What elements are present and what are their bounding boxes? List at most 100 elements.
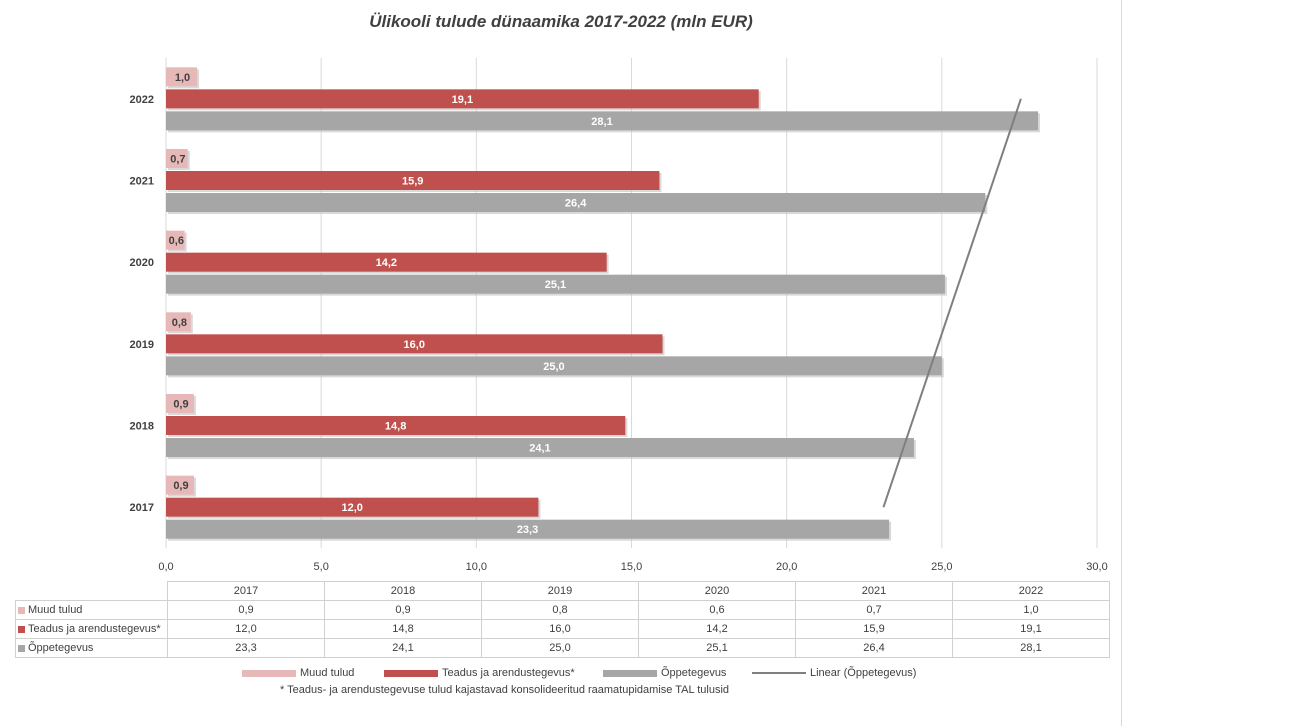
category-label: 2020 [130, 257, 154, 269]
table-cell: 14,8 [324, 619, 482, 639]
data-label-oppe: 26,4 [565, 198, 587, 210]
data-label-oppe: 23,3 [517, 524, 538, 536]
bar-muud [166, 67, 198, 87]
data-label-oppe: 25,0 [543, 361, 564, 373]
bar-oppe [166, 111, 1039, 131]
table-cell: 1,0 [952, 600, 1110, 620]
legend-label: Teadus ja arendustegevus* [442, 667, 575, 679]
legend-label: Muud tulud [300, 667, 355, 679]
data-label-teadus: 19,1 [452, 94, 473, 106]
legend-label: Linear (Õppetegevus) [810, 667, 917, 679]
year-header: 2021 [795, 581, 953, 601]
table-row-oppe: Õppetegevus 23,3 24,1 25,0 25,1 26,4 28,… [15, 638, 1110, 658]
data-table: 2017 2018 2019 2020 2021 2022 Muud tulud… [15, 581, 1110, 658]
bar-muud [166, 149, 188, 168]
category-label: 2018 [130, 421, 154, 433]
data-label-teadus: 14,8 [385, 421, 406, 433]
table-cell: 0,9 [324, 600, 482, 620]
legend-item-muud[interactable]: Muud tulud [242, 667, 354, 679]
bar-muud [166, 230, 185, 250]
data-label-teadus: 12,0 [341, 502, 362, 514]
category-label: 2017 [130, 502, 154, 514]
data-label-muud: 0,8 [172, 317, 187, 329]
table-cell: 0,8 [481, 600, 639, 620]
data-label-oppe: 24,1 [529, 443, 550, 455]
bar-teadus [166, 171, 660, 190]
bar-oppe [166, 438, 914, 457]
year-header: 2019 [481, 581, 639, 601]
data-table-header-row: 2017 2018 2019 2020 2021 2022 [15, 581, 1110, 601]
x-tick-label: 25,0 [931, 561, 952, 573]
data-label-oppe: 25,1 [545, 279, 566, 291]
category-label: 2021 [130, 176, 154, 188]
bar-oppe [166, 193, 986, 212]
legend-swatch-muud [242, 669, 296, 677]
year-header: 2018 [324, 581, 482, 601]
data-label-muud: 1,0 [175, 72, 190, 84]
table-cell: 0,7 [795, 600, 953, 620]
table-cell: 25,0 [481, 638, 639, 658]
bar-muud [166, 394, 194, 413]
data-label-muud: 0,6 [169, 235, 184, 247]
legend-item-oppe[interactable]: Õppetegevus [603, 667, 726, 679]
bar-teadus [166, 252, 607, 272]
year-header: 2022 [952, 581, 1110, 601]
bar-oppe [166, 519, 890, 539]
row-label-text: Teadus ja arendustegevus* [28, 623, 161, 635]
bar-teadus [166, 497, 539, 517]
table-cell: 12,0 [167, 619, 325, 639]
data-label-muud: 0,9 [173, 480, 188, 492]
table-cell: 14,2 [638, 619, 796, 639]
table-cell: 19,1 [952, 619, 1110, 639]
legend-label: Õppetegevus [661, 667, 727, 679]
table-cell: 23,3 [167, 638, 325, 658]
muud-swatch [18, 606, 25, 614]
data-label-oppe: 28,1 [591, 116, 612, 128]
table-row-label: Muud tulud [15, 600, 168, 620]
bar-teadus [166, 416, 626, 435]
data-label-muud: 0,7 [170, 154, 185, 166]
legend-swatch-trend [752, 672, 806, 674]
table-cell: 25,1 [638, 638, 796, 658]
category-label: 2019 [130, 339, 154, 351]
x-tick-label: 30,0 [1086, 561, 1107, 573]
table-cell: 0,6 [638, 600, 796, 620]
data-label-teadus: 14,2 [376, 257, 397, 269]
bar-chart-plot: 0,0 5,0 10,0 15,0 20,0 25,0 30,0 2017 0,9 12,0 23,… [130, 58, 1108, 573]
bar-oppe [166, 356, 942, 376]
legend-item-teadus[interactable]: Teadus ja arendustegevus* [384, 667, 575, 679]
table-cell: 28,1 [952, 638, 1110, 658]
trendline-oppe [882, 98, 1022, 508]
table-row-muud: Muud tulud 0,9 0,9 0,8 0,6 0,7 1,0 [15, 600, 1110, 620]
bar-teadus [166, 89, 759, 109]
table-cell: 15,9 [795, 619, 953, 639]
row-label-text: Muud tulud [28, 604, 83, 616]
legend-swatch-oppe [603, 669, 657, 677]
data-label-teadus: 15,9 [402, 176, 423, 188]
table-row-teadus: Teadus ja arendustegevus* 12,0 14,8 16,0… [15, 619, 1110, 639]
table-cell: 16,0 [481, 619, 639, 639]
year-header: 2020 [638, 581, 796, 601]
x-tick-label: 20,0 [776, 561, 797, 573]
chart-title: Ülikooli tulude dünaamika 2017-2022 (mln… [369, 12, 753, 31]
table-cell: 0,9 [167, 600, 325, 620]
x-tick-label: 10,0 [466, 561, 487, 573]
x-tick-label: 5,0 [314, 561, 329, 573]
data-label-muud: 0,9 [173, 399, 188, 411]
row-label-text: Õppetegevus [28, 642, 94, 654]
bar-teadus [166, 334, 663, 354]
chart-area: Ülikooli tulude dünaamika 2017-2022 (mln… [130, 0, 1122, 726]
x-tick-label: 15,0 [621, 561, 642, 573]
year-header: 2017 [167, 581, 325, 601]
oppe-swatch [18, 644, 25, 652]
legend-item-trend[interactable]: Linear (Õppetegevus) [752, 667, 916, 679]
footnote: * Teadus- ja arendustegevuse tulud kajas… [280, 684, 730, 696]
legend-swatch-teadus [384, 669, 438, 677]
table-cell: 24,1 [324, 638, 482, 658]
teadus-swatch [18, 625, 25, 633]
data-label-teadus: 16,0 [404, 339, 425, 351]
data-table-corner [15, 581, 168, 601]
bar-muud [166, 312, 191, 332]
table-row-label: Teadus ja arendustegevus* [15, 619, 168, 639]
x-tick-label: 0,0 [158, 561, 173, 573]
